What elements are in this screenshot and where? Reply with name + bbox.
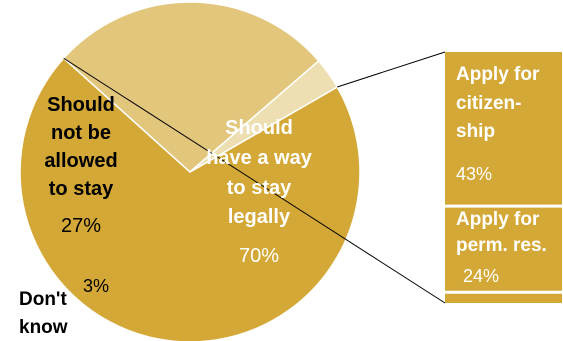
- slice-label: legally: [228, 206, 291, 228]
- slice-value-label: 3%: [83, 276, 109, 296]
- slice-value-label: 70%: [239, 245, 279, 267]
- slice-label: to stay: [227, 177, 292, 199]
- bar-segment-label: Apply for: [456, 64, 540, 85]
- slice-label: allowed: [44, 150, 117, 172]
- connector-line-bottom: [63, 57, 446, 304]
- bar-segment-perm-res: [445, 206, 562, 293]
- slice-label: Should: [47, 94, 115, 116]
- slice-label: know: [19, 317, 68, 338]
- slice-label: not be: [51, 122, 111, 144]
- bar-segment-label: perm. res.: [456, 235, 547, 256]
- bar-segment-label: Apply for: [456, 209, 540, 230]
- slice-label: to stay: [49, 178, 114, 200]
- bar-segment-citizenship: [445, 52, 562, 207]
- connector-line-top: [337, 51, 446, 88]
- bar-segment-label: ship: [456, 121, 495, 142]
- slice-value-label: 27%: [61, 215, 101, 237]
- slice-label: Don't: [19, 289, 67, 310]
- bar-segment-value-label: 24%: [463, 266, 499, 286]
- pie-slice-dont-know: [189, 59, 339, 173]
- pie-slice-not-allowed: [62, 1, 320, 173]
- bar-segment-value-label: 43%: [456, 164, 492, 184]
- slice-label: Should: [225, 117, 293, 139]
- bar-segment-other: [445, 292, 562, 303]
- bar-segment-label: citizen-: [456, 93, 521, 114]
- slice-label: have a way: [206, 147, 313, 169]
